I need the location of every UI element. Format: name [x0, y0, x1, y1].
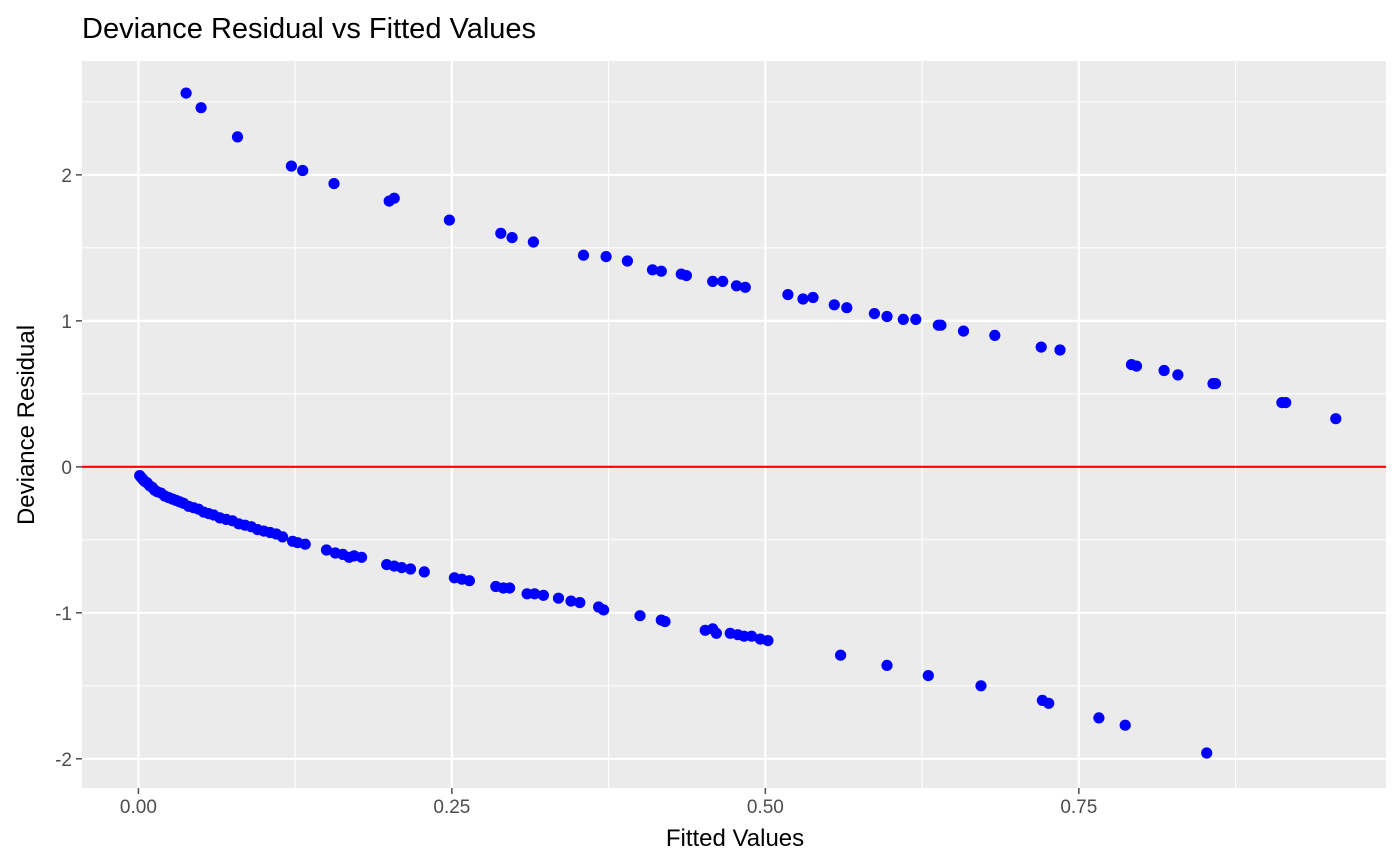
- data-point: [868, 308, 881, 320]
- data-point: [881, 310, 893, 323]
- data-point: [762, 635, 774, 647]
- data-point: [828, 299, 840, 311]
- data-point: [1043, 697, 1055, 709]
- data-point: [297, 164, 309, 177]
- data-point: [746, 630, 758, 642]
- y-axis: -2 -1 0 1 2: [55, 166, 82, 771]
- major-gridlines: [82, 61, 1386, 788]
- data-point: [574, 597, 586, 609]
- data-point: [1035, 341, 1047, 353]
- x-axis: 0.00 0.25 0.50 0.75: [120, 788, 1097, 818]
- x-tick-label: 0.00: [120, 797, 157, 818]
- data-point: [710, 627, 723, 639]
- data-point: [299, 538, 311, 550]
- data-point: [537, 589, 550, 601]
- data-point: [418, 566, 430, 578]
- chart-title: Deviance Residual vs Fitted Values: [82, 13, 536, 45]
- data-point: [717, 275, 729, 287]
- x-tick-label: 0.50: [747, 797, 784, 818]
- data-point: [506, 232, 518, 244]
- data-point: [1172, 369, 1184, 381]
- data-point: [598, 604, 610, 616]
- data-point: [388, 192, 400, 204]
- data-point: [782, 289, 794, 301]
- data-point: [739, 281, 751, 293]
- data-point: [356, 551, 368, 563]
- data-point: [730, 280, 743, 292]
- y-tick-label: -1: [55, 604, 72, 625]
- data-point: [231, 131, 244, 143]
- data-point: [1119, 719, 1131, 731]
- data-point: [797, 293, 809, 305]
- data-point: [504, 582, 516, 594]
- data-point: [404, 563, 417, 575]
- data-point: [195, 102, 207, 114]
- data-point: [552, 592, 565, 604]
- data-point: [922, 670, 934, 682]
- data-point: [565, 595, 577, 607]
- data-point: [1093, 712, 1105, 724]
- y-tick-label: -2: [55, 750, 72, 771]
- data-point: [881, 659, 893, 672]
- data-point: [600, 251, 612, 263]
- data-point: [1054, 344, 1066, 356]
- data-point: [659, 616, 671, 628]
- data-point: [634, 610, 646, 622]
- y-tick-label: 2: [61, 166, 72, 187]
- y-tick-label: 0: [61, 458, 72, 479]
- data-point: [957, 325, 970, 337]
- data-point: [529, 588, 541, 600]
- data-point: [463, 575, 475, 587]
- data-point: [277, 531, 289, 543]
- x-tick-label: 0.25: [433, 797, 470, 818]
- data-point: [1280, 397, 1292, 409]
- data-points: [134, 87, 1342, 759]
- data-point: [707, 275, 719, 287]
- data-point: [1330, 413, 1342, 425]
- data-point: [577, 249, 590, 261]
- data-point: [655, 265, 667, 277]
- data-point: [495, 227, 507, 239]
- data-point: [621, 255, 634, 267]
- data-point: [180, 87, 192, 99]
- data-point: [396, 562, 408, 574]
- data-point: [1158, 364, 1170, 377]
- data-point: [1201, 747, 1213, 759]
- data-point: [807, 291, 819, 304]
- data-point: [646, 264, 659, 276]
- data-point: [1209, 378, 1222, 390]
- plot-panel: [82, 61, 1386, 788]
- y-axis-title: Deviance Residual: [13, 325, 40, 525]
- data-point: [897, 313, 909, 325]
- x-axis-title: Fitted Values: [666, 825, 804, 852]
- data-point: [285, 160, 297, 172]
- data-point: [320, 544, 333, 556]
- data-point: [975, 680, 987, 692]
- data-point: [910, 313, 922, 325]
- data-point: [443, 214, 455, 226]
- data-point: [328, 178, 340, 190]
- data-point: [680, 270, 693, 282]
- data-point: [935, 319, 947, 331]
- data-point: [1130, 360, 1143, 372]
- data-point: [841, 302, 853, 314]
- data-point: [989, 329, 1001, 341]
- data-point: [527, 236, 540, 248]
- y-tick-label: 1: [61, 312, 72, 333]
- data-point: [835, 649, 847, 661]
- x-tick-label: 0.75: [1060, 797, 1097, 818]
